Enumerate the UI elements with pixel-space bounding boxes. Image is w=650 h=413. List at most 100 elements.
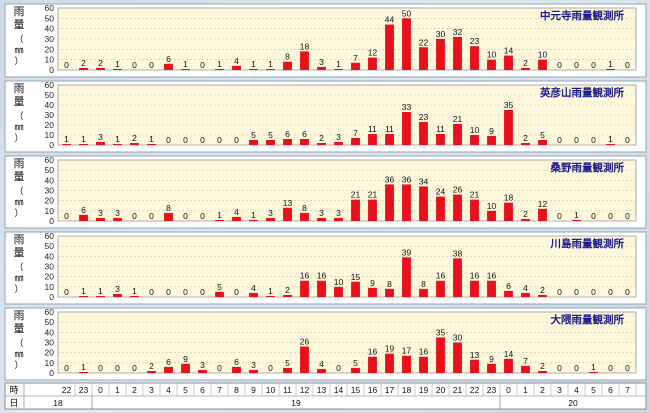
bar-value-label: 5 (268, 130, 273, 140)
bar-value-label: 4 (234, 207, 239, 217)
bar-value-label: 3 (336, 132, 341, 142)
rain-bar (487, 210, 496, 221)
rain-bar (521, 218, 530, 221)
bar-value-label: 0 (234, 287, 239, 297)
rain-bar (232, 216, 241, 221)
bar-value-label: 2 (540, 361, 545, 371)
bar-value-label: 14 (504, 349, 514, 359)
rain-bar (283, 367, 292, 373)
y-tick-label: 60 (45, 231, 55, 241)
y-tick-label: 10 (45, 358, 55, 368)
rain-bar (96, 67, 105, 70)
bar-value-label: 16 (300, 271, 310, 281)
y-tick-label: 30 (45, 186, 55, 196)
bar-value-label: 23 (470, 36, 480, 46)
rain-bar (385, 288, 394, 297)
rain-bar (368, 134, 377, 145)
rain-bar (164, 212, 173, 221)
bar-value-label: 3 (115, 284, 120, 294)
y-tick-label: 40 (45, 251, 55, 261)
bar-value-label: 0 (64, 287, 69, 297)
hour-tick-label: 17 (385, 385, 395, 395)
y-tick-label: 10 (45, 55, 55, 65)
y-axis-label: 量 (14, 170, 25, 183)
rain-bar (215, 68, 224, 70)
rain-bar (385, 24, 394, 70)
y-tick-label: 50 (45, 165, 55, 175)
rain-bar (96, 295, 105, 297)
bar-value-label: 4 (523, 283, 528, 293)
rain-bar (504, 290, 513, 297)
hour-tick-label: 4 (166, 385, 171, 395)
day-tick-label: 18 (53, 398, 63, 408)
hour-tick-label: 21 (453, 385, 463, 395)
hour-tick-label: 8 (234, 385, 239, 395)
rain-bar (385, 134, 394, 145)
bar-value-label: 0 (625, 287, 630, 297)
bar-value-label: 13 (470, 350, 480, 360)
bar-value-label: 35 (436, 327, 446, 337)
bar-value-label: 16 (419, 347, 429, 357)
y-tick-label: 20 (45, 196, 55, 206)
bar-value-label: 34 (419, 176, 429, 186)
rain-bar (164, 366, 173, 373)
bar-value-label: 0 (183, 135, 188, 145)
bar-value-label: 0 (166, 287, 171, 297)
bar-value-label: 16 (487, 271, 497, 281)
bar-value-label: 1 (251, 210, 256, 220)
rain-bar (317, 66, 326, 70)
rain-bar (351, 281, 360, 297)
rain-bar (368, 199, 377, 221)
rain-bar (402, 112, 411, 145)
bar-value-label: 6 (166, 357, 171, 367)
rain-bar (232, 366, 241, 373)
bar-value-label: 16 (317, 271, 327, 281)
rain-bar (283, 294, 292, 297)
bar-value-label: 9 (489, 354, 494, 364)
rain-bar (470, 135, 479, 145)
y-tick-label: 0 (49, 216, 54, 226)
bar-value-label: 1 (608, 59, 613, 69)
rain-bar (436, 280, 445, 297)
bar-value-label: 21 (368, 190, 378, 200)
bar-value-label: 0 (166, 135, 171, 145)
rain-bar (351, 62, 360, 70)
bar-value-label: 2 (319, 133, 324, 143)
bar-value-label: 8 (421, 279, 426, 289)
bar-value-label: 1 (115, 59, 120, 69)
rain-bar (470, 359, 479, 373)
bar-value-label: 8 (302, 203, 307, 213)
day-tick-label: 20 (568, 398, 578, 408)
bar-value-label: 3 (98, 132, 103, 142)
bar-value-label: 9 (183, 354, 188, 364)
bar-value-label: 16 (470, 271, 480, 281)
bar-value-label: 9 (489, 126, 494, 136)
bar-value-label: 0 (625, 211, 630, 221)
rain-bar (215, 291, 224, 297)
rain-bar (419, 288, 428, 297)
rain-bar (385, 184, 394, 221)
y-tick-label: 60 (45, 3, 55, 13)
hour-tick-label: 23 (487, 385, 497, 395)
rain-bar (249, 68, 258, 70)
y-tick-label: 10 (45, 130, 55, 140)
y-axis-label: 量 (14, 322, 25, 335)
rain-bar (419, 356, 428, 373)
bar-value-label: 0 (625, 363, 630, 373)
y-tick-label: 20 (45, 120, 55, 130)
bar-value-label: 0 (64, 363, 69, 373)
bar-value-label: 1 (115, 134, 120, 144)
y-tick-label: 30 (45, 338, 55, 348)
bar-value-label: 1 (336, 59, 341, 69)
rain-bar (232, 65, 241, 70)
y-tick-label: 50 (45, 90, 55, 100)
rain-bar (453, 258, 462, 297)
rain-bar (538, 140, 547, 145)
rain-bar (402, 257, 411, 297)
day-tick-label: 19 (291, 398, 301, 408)
bar-value-label: 1 (574, 210, 579, 220)
bar-value-label: 12 (538, 199, 548, 209)
y-tick-label: 60 (45, 307, 55, 317)
day-row-label: 日 (9, 398, 18, 408)
bar-value-label: 1 (608, 134, 613, 144)
